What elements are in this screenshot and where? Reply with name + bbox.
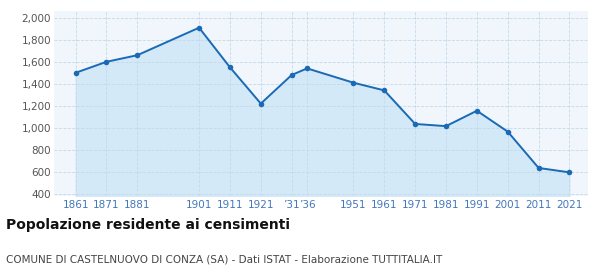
Point	[379, 88, 389, 93]
Point	[302, 66, 312, 71]
Text: Popolazione residente ai censimenti: Popolazione residente ai censimenti	[6, 218, 290, 232]
Point	[472, 109, 482, 113]
Point	[256, 101, 266, 106]
Point	[349, 80, 358, 85]
Text: COMUNE DI CASTELNUOVO DI CONZA (SA) - Dati ISTAT - Elaborazione TUTTITALIA.IT: COMUNE DI CASTELNUOVO DI CONZA (SA) - Da…	[6, 255, 442, 265]
Point	[441, 124, 451, 129]
Point	[565, 170, 574, 175]
Point	[287, 73, 296, 77]
Point	[534, 166, 544, 170]
Point	[410, 122, 420, 126]
Point	[225, 65, 235, 69]
Point	[503, 129, 512, 134]
Point	[133, 53, 142, 57]
Point	[101, 60, 111, 64]
Point	[194, 25, 204, 30]
Point	[71, 71, 80, 75]
